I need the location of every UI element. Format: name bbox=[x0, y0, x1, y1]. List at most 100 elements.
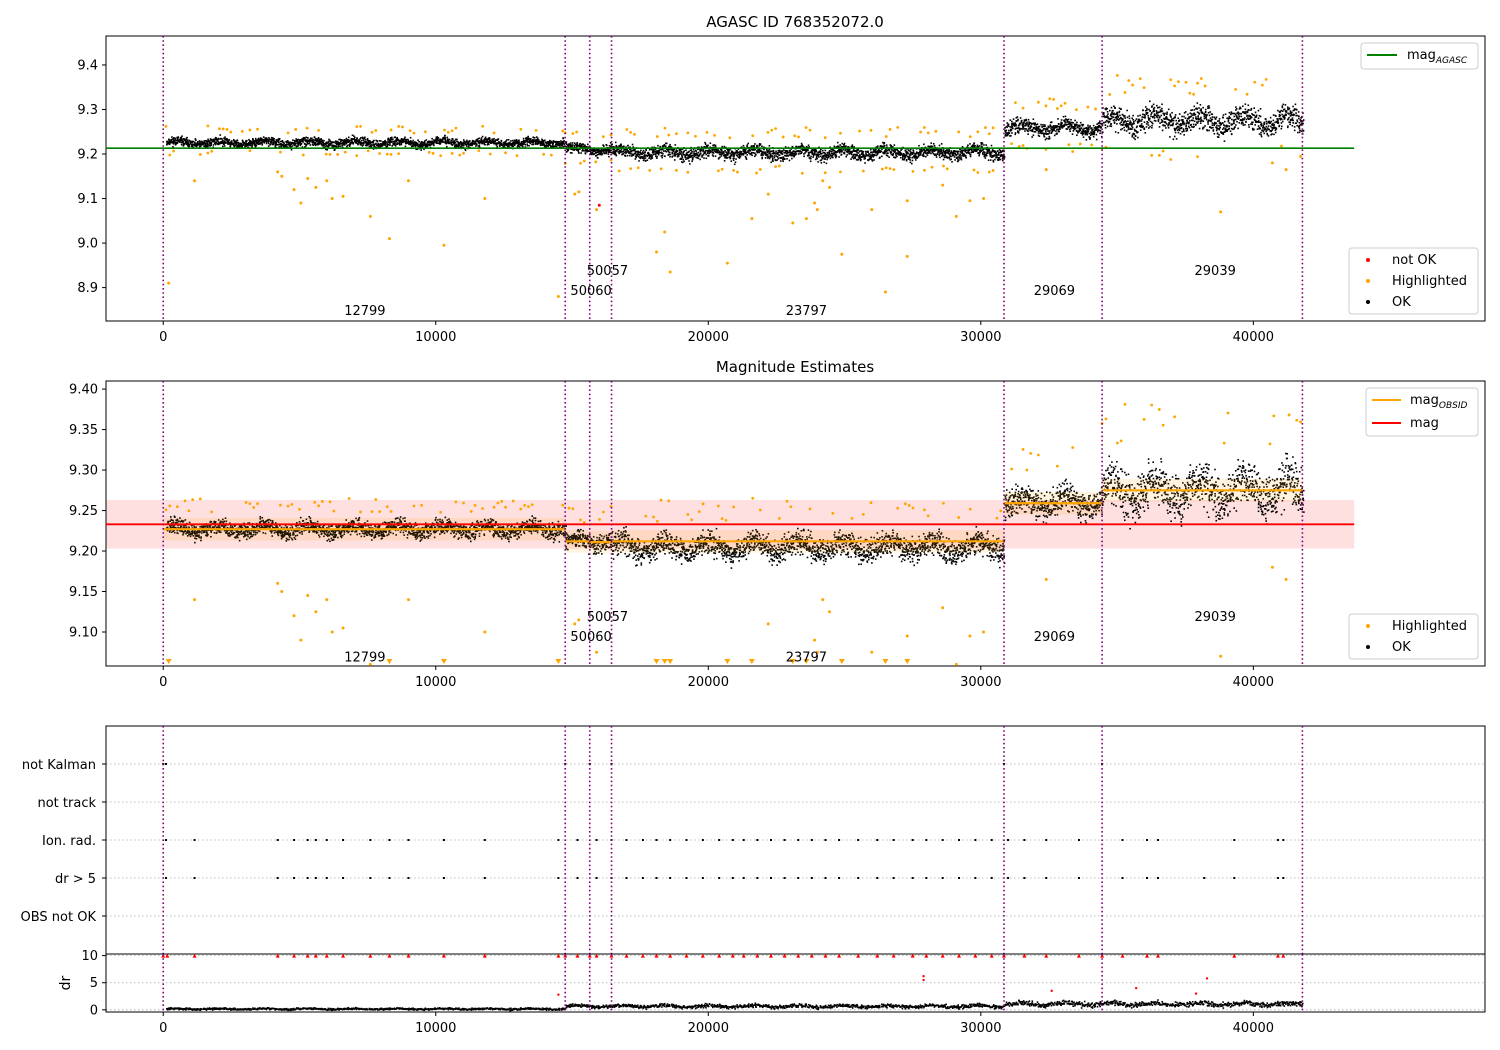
ok-point bbox=[639, 151, 641, 153]
ok-point bbox=[614, 149, 617, 152]
ok-point bbox=[495, 143, 498, 146]
ok-point bbox=[724, 149, 726, 152]
ok-point bbox=[720, 151, 723, 153]
ok-point bbox=[1011, 125, 1013, 128]
ok-point bbox=[353, 138, 356, 140]
ok-point bbox=[830, 150, 832, 153]
ok-point bbox=[777, 149, 780, 152]
ok-point bbox=[248, 142, 250, 145]
ok-point bbox=[803, 155, 805, 158]
ok-point bbox=[256, 139, 258, 142]
ok-point bbox=[964, 149, 967, 151]
ok-point bbox=[490, 140, 492, 143]
ok-point bbox=[1075, 124, 1077, 127]
ok-point bbox=[455, 143, 457, 146]
ok-point bbox=[302, 137, 304, 140]
ok-point bbox=[220, 141, 222, 143]
ok-point bbox=[682, 151, 685, 153]
ok-point bbox=[528, 144, 530, 147]
ok-point bbox=[1133, 133, 1135, 136]
ok-point bbox=[477, 140, 479, 143]
ok-point bbox=[594, 149, 597, 152]
ok-point bbox=[619, 146, 622, 148]
ok-point bbox=[694, 154, 696, 156]
ok-point bbox=[884, 150, 887, 152]
ok-point bbox=[221, 142, 224, 144]
ok-point bbox=[535, 141, 538, 143]
ok-point bbox=[327, 141, 329, 144]
ok-point bbox=[655, 150, 658, 152]
ok-point bbox=[691, 150, 693, 153]
ok-point bbox=[591, 152, 594, 154]
ok-point bbox=[615, 144, 618, 147]
ok-point bbox=[905, 154, 908, 157]
ok-point bbox=[181, 135, 183, 138]
ok-point bbox=[815, 149, 817, 152]
ok-point bbox=[194, 143, 197, 145]
ok-point bbox=[344, 139, 347, 142]
ok-point bbox=[328, 138, 330, 141]
ok-point bbox=[235, 144, 238, 146]
ok-point bbox=[642, 152, 645, 155]
ok-point bbox=[609, 142, 612, 144]
ok-point bbox=[288, 143, 290, 145]
ok-point bbox=[1034, 131, 1037, 133]
ok-point bbox=[378, 144, 380, 146]
ok-point bbox=[964, 154, 967, 157]
ok-point bbox=[1137, 118, 1140, 121]
ok-point bbox=[753, 155, 756, 158]
ok-point bbox=[682, 158, 685, 161]
ok-point bbox=[433, 144, 435, 147]
ok-point bbox=[1119, 114, 1121, 117]
ok-point bbox=[1017, 131, 1020, 133]
ok-point bbox=[1144, 106, 1147, 108]
ok-point bbox=[560, 140, 562, 142]
ok-point bbox=[303, 137, 306, 139]
ok-point bbox=[399, 139, 402, 142]
ok-point bbox=[296, 140, 299, 143]
ok-point bbox=[219, 141, 221, 144]
ok-point bbox=[815, 150, 818, 153]
ok-point bbox=[314, 137, 317, 140]
highlighted-point bbox=[1086, 105, 1090, 109]
ok-point bbox=[703, 146, 706, 148]
ok-point bbox=[972, 151, 975, 153]
ok-point bbox=[1117, 118, 1119, 121]
ok-point bbox=[1139, 125, 1141, 127]
ok-point bbox=[1069, 122, 1072, 125]
ok-point bbox=[915, 152, 918, 155]
ok-point bbox=[637, 154, 640, 156]
ok-point bbox=[752, 145, 754, 147]
ok-point bbox=[695, 150, 697, 152]
ok-point bbox=[571, 152, 573, 154]
ok-point bbox=[954, 150, 957, 153]
ok-point bbox=[526, 136, 528, 139]
ok-point bbox=[898, 152, 900, 155]
ok-point bbox=[552, 141, 555, 143]
ok-point bbox=[273, 140, 275, 142]
highlighted-point bbox=[355, 154, 359, 158]
ok-point bbox=[181, 141, 184, 144]
ok-point bbox=[648, 157, 650, 160]
ok-point bbox=[1011, 124, 1013, 126]
ok-point bbox=[181, 140, 183, 142]
ok-point bbox=[210, 138, 213, 141]
ok-point bbox=[644, 157, 647, 159]
highlighted-point bbox=[317, 128, 320, 132]
ok-point bbox=[634, 151, 637, 153]
ok-point bbox=[459, 143, 461, 146]
ok-point bbox=[1109, 109, 1111, 112]
ok-point bbox=[1055, 125, 1058, 128]
ok-point bbox=[1035, 128, 1037, 131]
ok-point bbox=[917, 154, 920, 157]
highlighted-point bbox=[450, 129, 454, 133]
ok-point bbox=[362, 142, 365, 144]
ok-point bbox=[640, 156, 642, 158]
ok-point bbox=[366, 144, 368, 147]
ok-point bbox=[772, 160, 774, 162]
ok-point bbox=[637, 151, 640, 154]
ok-point bbox=[772, 151, 775, 154]
ok-point bbox=[391, 140, 394, 143]
ok-point bbox=[427, 141, 430, 144]
ok-point bbox=[1110, 123, 1112, 126]
